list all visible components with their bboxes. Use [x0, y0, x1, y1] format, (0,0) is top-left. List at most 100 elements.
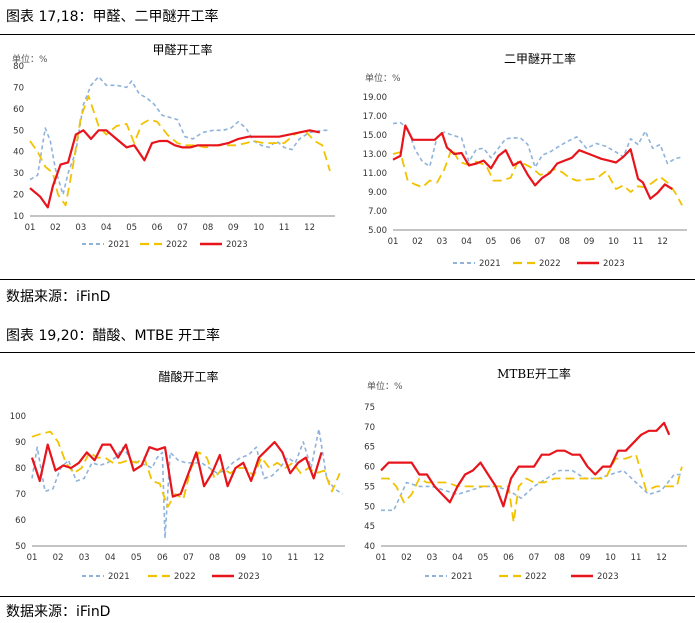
x-tick-label: 11: [633, 237, 644, 247]
x-tick-label: 11: [287, 553, 298, 563]
y-tick-label: 60: [15, 516, 26, 526]
x-tick-label: 12: [304, 223, 315, 233]
x-tick-label: 06: [152, 223, 163, 233]
x-tick-label: 04: [461, 237, 472, 247]
y-tick-label: 11.00: [363, 169, 387, 179]
legend-label-2021: 2021: [479, 259, 501, 269]
legend-label-2022: 2022: [525, 572, 547, 582]
y-tick-label: 90: [15, 438, 26, 448]
x-tick-label: 07: [535, 237, 546, 247]
y-tick-label: 80: [15, 464, 26, 474]
unit-label: 单位：%: [12, 53, 48, 65]
section-rule-top-1: [0, 34, 695, 35]
y-tick-label: 17.00: [363, 112, 387, 122]
legend-label-2022: 2022: [166, 240, 188, 250]
section-rule-bottom-2: [0, 596, 695, 597]
chart-panel-acetic-acid: 醋酸开工率 50 60 70 80 90 100 01 02 03 04 05 06 07 08 09 10 11…: [0, 356, 345, 592]
acetic-acid-chart: 醋酸开工率 50 60 70 80 90 100 01 02 03 04 05 06 07 08 09 10 11…: [10, 369, 345, 582]
y-tick-label: 60: [13, 105, 24, 115]
x-tick-label: 04: [105, 553, 116, 563]
y-tick-label: 50: [15, 542, 26, 552]
y-tick-label: 15.00: [363, 131, 387, 141]
x-tick-label: 07: [177, 223, 188, 233]
y-tick-label: 19.00: [363, 93, 387, 103]
legend-label-2022: 2022: [539, 259, 561, 269]
series-line-2023: [30, 440, 323, 498]
x-tick-label: 09: [228, 223, 239, 233]
y-tick-label: 45: [364, 522, 375, 532]
y-tick-label: 50: [364, 502, 375, 512]
x-tick-label: 10: [608, 237, 619, 247]
y-tick-label: 60: [364, 463, 375, 473]
series-line-2021: [381, 469, 682, 512]
legend-label-2023: 2023: [603, 259, 625, 269]
y-tick-label: 5.00: [368, 226, 387, 236]
y-tick-label: 70: [15, 490, 26, 500]
x-tick-label: 11: [279, 223, 290, 233]
x-tick-label: 03: [427, 553, 438, 563]
series-line-2021: [31, 428, 343, 539]
y-tick-label: 70: [13, 83, 24, 93]
x-tick-label: 10: [605, 553, 616, 563]
x-tick-label: 08: [554, 553, 565, 563]
x-tick-label: 10: [261, 553, 272, 563]
y-tick-label: 13.00: [363, 150, 387, 160]
y-tick-label: 70: [364, 423, 375, 433]
x-tick-label: 05: [126, 223, 137, 233]
y-tick-label: 7.00: [368, 207, 387, 217]
chart-panel-formaldehyde: 甲醛开工率 单位：% 10 20 30 40 50 60 70 80 01 02 03 04 05 06 07 0…: [0, 36, 345, 256]
x-tick-label: 06: [503, 553, 514, 563]
series-line-2022: [392, 147, 683, 206]
x-tick-label: 08: [203, 223, 214, 233]
x-tick-label: 11: [631, 553, 642, 563]
series-line-2023: [29, 129, 321, 209]
x-tick-label: 09: [584, 237, 595, 247]
x-tick-label: 01: [27, 553, 38, 563]
y-tick-label: 80: [13, 62, 24, 72]
y-tick-label: 9.00: [368, 188, 387, 198]
legend-label-2023: 2023: [226, 240, 248, 250]
y-tick-label: 30: [13, 169, 24, 179]
x-tick-label: 04: [101, 223, 112, 233]
series-line-2021: [392, 121, 683, 169]
legend-label-2023: 2023: [597, 572, 619, 582]
x-tick-label: 08: [559, 237, 570, 247]
y-tick-label: 75: [364, 403, 375, 413]
x-tick-label: 05: [131, 553, 142, 563]
y-tick-label: 10: [13, 212, 24, 222]
x-tick-label: 02: [53, 553, 64, 563]
chart-title: 甲醛开工率: [152, 42, 212, 57]
legend-label-2021: 2021: [451, 572, 473, 582]
x-tick-label: 12: [657, 237, 668, 247]
y-tick-label: 100: [10, 412, 26, 422]
x-tick-label: 05: [478, 553, 489, 563]
x-tick-label: 12: [656, 553, 667, 563]
x-tick-label: 12: [314, 553, 325, 563]
y-tick-label: 55: [364, 482, 375, 492]
x-tick-label: 01: [388, 237, 399, 247]
legend-label-2023: 2023: [238, 572, 260, 582]
legend-label-2021: 2021: [108, 572, 130, 582]
x-tick-label: 10: [253, 223, 264, 233]
section-title-1: 图表 17,18：甲醛、二甲醚开工率: [6, 9, 219, 25]
y-tick-label: 20: [13, 191, 24, 201]
x-tick-label: 03: [437, 237, 448, 247]
section-rule-top-2: [0, 352, 695, 353]
y-tick-label: 50: [13, 126, 24, 136]
x-tick-label: 02: [401, 553, 412, 563]
series-line-2022: [31, 430, 341, 508]
x-tick-label: 01: [376, 553, 387, 563]
data-source-1: 数据来源：iFinD: [6, 289, 111, 305]
x-tick-label: 02: [50, 223, 61, 233]
y-tick-label: 65: [364, 443, 375, 453]
x-tick-label: 06: [510, 237, 521, 247]
unit-label: 单位：%: [367, 380, 403, 392]
x-tick-label: 04: [452, 553, 463, 563]
series-line-2022: [29, 95, 331, 207]
y-tick-label: 40: [364, 542, 375, 552]
legend-label-2021: 2021: [108, 240, 130, 250]
x-tick-label: 05: [486, 237, 497, 247]
y-tick-label: 40: [13, 148, 24, 158]
